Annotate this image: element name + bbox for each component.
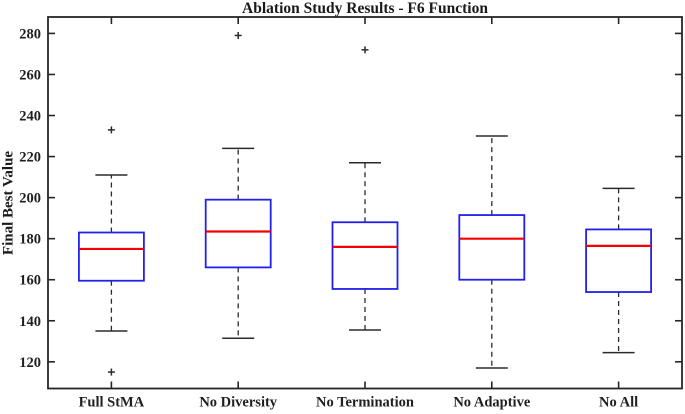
y-tick-label: 200 bbox=[19, 191, 41, 207]
y-tick-label: 120 bbox=[19, 355, 41, 371]
y-tick-label: 260 bbox=[19, 67, 41, 83]
y-tick-label: 280 bbox=[19, 26, 41, 42]
iqr-box-no-adaptive bbox=[458, 214, 526, 281]
iqr-box-no-termination bbox=[331, 221, 399, 290]
chart-title: Ablation Study Results - F6 Function bbox=[242, 0, 488, 17]
y-tick-label: 240 bbox=[19, 109, 41, 125]
y-tick-label: 180 bbox=[19, 232, 41, 248]
x-category-label-no-termination: No Termination bbox=[316, 395, 414, 411]
x-category-label-no-diversity: No Diversity bbox=[199, 395, 277, 411]
y-tick-label: 140 bbox=[19, 314, 41, 330]
y-tick-label: 220 bbox=[19, 150, 41, 166]
x-category-label-no-adaptive: No Adaptive bbox=[453, 395, 531, 411]
iqr-box-no-all bbox=[585, 228, 652, 293]
iqr-box-full-stma bbox=[78, 231, 145, 282]
x-category-label-no-all: No All bbox=[599, 395, 638, 411]
y-tick-label: 160 bbox=[19, 273, 41, 289]
iqr-box-no-diversity bbox=[204, 198, 272, 269]
x-category-label-full-stma: Full StMA bbox=[79, 395, 145, 411]
